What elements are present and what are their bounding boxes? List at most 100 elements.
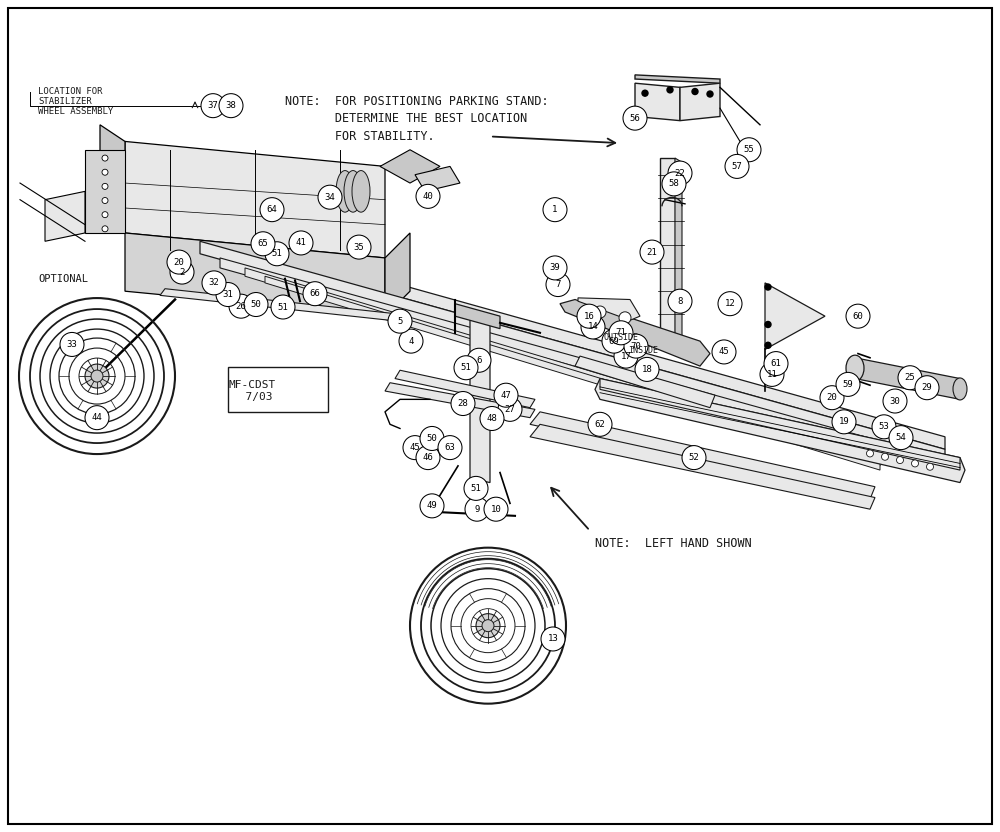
- Text: NOTE:  FOR POSITIONING PARKING STAND:: NOTE: FOR POSITIONING PARKING STAND:: [285, 95, 549, 108]
- Text: 56: 56: [630, 114, 640, 122]
- Text: 20: 20: [827, 394, 837, 402]
- Circle shape: [543, 256, 567, 280]
- Circle shape: [872, 415, 896, 438]
- Circle shape: [170, 260, 194, 284]
- Circle shape: [882, 453, 889, 460]
- Circle shape: [484, 498, 508, 521]
- Circle shape: [451, 392, 475, 415]
- Circle shape: [594, 306, 606, 318]
- Circle shape: [416, 446, 440, 469]
- Circle shape: [202, 271, 226, 295]
- Text: 30: 30: [890, 397, 900, 405]
- Text: 35: 35: [354, 243, 364, 251]
- Circle shape: [712, 340, 736, 364]
- Text: 47: 47: [501, 391, 511, 399]
- Circle shape: [201, 94, 225, 117]
- Polygon shape: [575, 356, 715, 408]
- Circle shape: [289, 231, 313, 255]
- Circle shape: [725, 155, 749, 178]
- Circle shape: [642, 90, 648, 97]
- Circle shape: [581, 315, 605, 339]
- Circle shape: [464, 477, 488, 500]
- Text: 33: 33: [67, 340, 77, 349]
- Text: 39: 39: [550, 264, 560, 272]
- Text: 69: 69: [609, 337, 619, 345]
- Circle shape: [614, 344, 638, 368]
- Text: 54: 54: [896, 433, 906, 442]
- Polygon shape: [220, 258, 940, 468]
- Circle shape: [896, 457, 904, 463]
- Text: 8: 8: [677, 297, 683, 305]
- Circle shape: [588, 413, 612, 436]
- Polygon shape: [660, 158, 675, 341]
- Ellipse shape: [336, 171, 354, 212]
- Text: 37: 37: [208, 102, 218, 110]
- Circle shape: [640, 240, 664, 264]
- Polygon shape: [855, 358, 960, 399]
- Circle shape: [692, 88, 698, 95]
- Text: 58: 58: [669, 180, 679, 188]
- Circle shape: [167, 250, 191, 274]
- Circle shape: [388, 310, 412, 333]
- Text: 52: 52: [689, 453, 699, 462]
- Polygon shape: [595, 379, 965, 483]
- Circle shape: [765, 342, 771, 349]
- Circle shape: [764, 352, 788, 375]
- Text: LOCATION FOR
STABILIZER
WHEEL ASSEMBLY: LOCATION FOR STABILIZER WHEEL ASSEMBLY: [38, 87, 113, 116]
- Circle shape: [820, 386, 844, 409]
- Circle shape: [912, 460, 918, 467]
- Text: 55: 55: [744, 146, 754, 154]
- Circle shape: [482, 620, 494, 631]
- Text: FOR STABILITY.: FOR STABILITY.: [285, 130, 435, 143]
- Text: 10: 10: [491, 505, 501, 513]
- Text: 51: 51: [461, 364, 471, 372]
- Circle shape: [765, 321, 771, 328]
- Text: 16: 16: [584, 312, 594, 320]
- Polygon shape: [635, 83, 680, 121]
- Text: 70: 70: [631, 342, 641, 350]
- Circle shape: [102, 197, 108, 204]
- Circle shape: [898, 366, 922, 389]
- Circle shape: [251, 232, 275, 255]
- Circle shape: [399, 329, 423, 353]
- Circle shape: [85, 406, 109, 429]
- Circle shape: [846, 305, 870, 328]
- Polygon shape: [650, 337, 690, 349]
- Text: 46: 46: [423, 453, 433, 462]
- Text: NOTE:  LEFT HAND SHOWN: NOTE: LEFT HAND SHOWN: [595, 537, 752, 550]
- Polygon shape: [765, 283, 825, 349]
- Text: 5: 5: [397, 317, 403, 325]
- Circle shape: [737, 138, 761, 161]
- Polygon shape: [455, 304, 500, 329]
- Circle shape: [454, 356, 478, 379]
- Text: 48: 48: [487, 414, 497, 423]
- Circle shape: [498, 398, 522, 421]
- Text: 12: 12: [725, 300, 735, 308]
- Circle shape: [480, 407, 504, 430]
- Text: OPTIONAL: OPTIONAL: [38, 274, 88, 284]
- Text: 60: 60: [853, 312, 863, 320]
- Polygon shape: [200, 229, 945, 449]
- Circle shape: [602, 329, 626, 353]
- Circle shape: [438, 436, 462, 459]
- Text: 29: 29: [922, 384, 932, 392]
- Circle shape: [60, 333, 84, 356]
- Text: 53: 53: [879, 423, 889, 431]
- Circle shape: [102, 225, 108, 232]
- Circle shape: [102, 183, 108, 190]
- Text: 63: 63: [445, 443, 455, 452]
- Text: 20: 20: [174, 258, 184, 266]
- Circle shape: [866, 450, 874, 457]
- Text: 59: 59: [843, 380, 853, 389]
- Text: 62: 62: [595, 420, 605, 428]
- Text: 34: 34: [325, 193, 335, 201]
- Text: 57: 57: [732, 162, 742, 171]
- Text: 61: 61: [771, 359, 781, 368]
- Ellipse shape: [846, 355, 864, 381]
- Circle shape: [668, 290, 692, 313]
- Polygon shape: [245, 268, 880, 466]
- Text: 51: 51: [272, 250, 282, 258]
- Polygon shape: [578, 298, 640, 320]
- Circle shape: [494, 384, 518, 407]
- Bar: [228, 367, 328, 412]
